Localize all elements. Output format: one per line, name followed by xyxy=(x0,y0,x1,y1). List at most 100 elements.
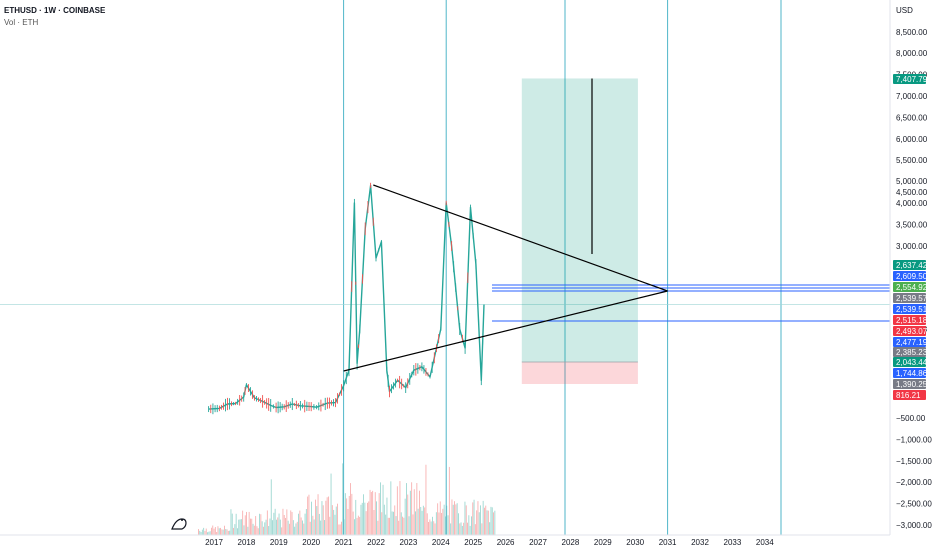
volume-bar xyxy=(399,481,401,535)
volume-bar xyxy=(335,506,337,535)
svg-text:7,407.79: 7,407.79 xyxy=(896,75,928,84)
volume-bar xyxy=(472,502,474,535)
volume-bar xyxy=(376,501,377,535)
volume-bar xyxy=(247,526,249,535)
volume-bar xyxy=(285,517,286,535)
volume-bar xyxy=(312,515,314,535)
time-axis-labels: 2017 2018 2019 2020 2021 2022 2023 2024 2025 2026… xyxy=(205,538,774,547)
volume-bar xyxy=(212,525,214,535)
volume-bar xyxy=(425,464,427,535)
volume-bar xyxy=(367,502,368,535)
volume-bar xyxy=(377,520,379,535)
volume-bar xyxy=(234,524,236,535)
volume-bar xyxy=(322,505,324,535)
time-label: 2030 xyxy=(626,538,644,547)
volume-bar xyxy=(222,529,224,535)
volume-bar xyxy=(320,520,322,535)
volume-bar xyxy=(273,512,275,535)
volume-bar xyxy=(252,523,254,535)
currency-unit[interactable]: USD xyxy=(896,6,913,15)
volume-bar xyxy=(274,508,276,535)
volume-bar xyxy=(381,512,383,535)
price-tick-label: 5,500.00 xyxy=(896,156,928,165)
volume-bar xyxy=(279,519,281,535)
price-badge: 2,637.42 xyxy=(893,260,928,270)
volume-bars xyxy=(198,463,496,535)
volume-bar xyxy=(341,521,342,535)
volume-bar xyxy=(484,507,485,535)
volume-bar xyxy=(424,507,426,535)
volume-bar xyxy=(435,512,437,535)
volume-bar xyxy=(313,519,315,535)
volume-bar xyxy=(259,513,260,535)
price-tick-label: 3,000.00 xyxy=(896,242,928,251)
volume-bar xyxy=(460,522,462,535)
price-series xyxy=(208,182,485,415)
volume-bar xyxy=(465,505,467,535)
volume-bar xyxy=(428,521,429,535)
volume-bar xyxy=(287,520,289,535)
volume-bar xyxy=(311,501,312,535)
price-tick-label: 3,500.00 xyxy=(896,221,928,230)
volume-bar xyxy=(443,504,445,535)
time-label: 2018 xyxy=(238,538,256,547)
svg-text:2,515.18: 2,515.18 xyxy=(896,316,928,325)
triangle-lower-trendline[interactable] xyxy=(343,290,668,372)
volume-bar xyxy=(446,505,448,535)
volume-bar xyxy=(370,492,372,535)
price-tick-label: −1,500.00 xyxy=(896,457,932,466)
volume-bar xyxy=(344,493,346,535)
volume-bar xyxy=(447,515,449,535)
volume-bar xyxy=(229,530,231,535)
volume-bar xyxy=(374,492,376,535)
volume-bar xyxy=(291,511,293,535)
svg-text:2,554.92: 2,554.92 xyxy=(896,283,928,292)
volume-bar xyxy=(448,466,450,535)
volume-bar xyxy=(467,522,468,535)
volume-bar xyxy=(225,529,227,535)
volume-bar xyxy=(294,526,296,535)
time-label: 2019 xyxy=(270,538,288,547)
volume-bar xyxy=(438,512,440,535)
volume-bar xyxy=(394,505,396,535)
volume-bar xyxy=(487,510,489,535)
volume-bar xyxy=(385,514,387,535)
volume-bar xyxy=(481,523,483,535)
volume-bar xyxy=(395,516,397,535)
volume-bar xyxy=(390,481,392,535)
volume-bar xyxy=(398,520,400,535)
volume-bar xyxy=(299,510,301,535)
time-label: 2021 xyxy=(335,538,353,547)
symbol-title: ETHUSD · 1W · COINBASE xyxy=(4,6,106,15)
volume-bar xyxy=(456,503,458,535)
volume-bar xyxy=(242,510,244,535)
stop-zone[interactable] xyxy=(521,361,638,384)
volume-bar xyxy=(347,508,349,535)
volume-bar xyxy=(489,522,491,535)
profit-zone[interactable] xyxy=(521,78,638,362)
volume-bar xyxy=(337,503,338,535)
volume-bar xyxy=(282,508,284,535)
volume-bar xyxy=(208,531,210,535)
volume-bar xyxy=(391,511,393,535)
volume-bar xyxy=(264,522,266,535)
volume-bar xyxy=(318,513,320,535)
volume-bar xyxy=(464,501,466,535)
volume-bar xyxy=(421,510,423,535)
volume-bar xyxy=(216,532,218,535)
svg-text:2,493.07: 2,493.07 xyxy=(896,327,928,336)
price-tick-label: 4,500.00 xyxy=(896,188,928,197)
volume-bar xyxy=(298,513,299,535)
triangle-upper-trendline[interactable] xyxy=(373,184,668,292)
volume-bar xyxy=(325,500,327,535)
volume-bar xyxy=(473,499,475,535)
price-tick-label: 8,500.00 xyxy=(896,28,928,37)
volume-bar xyxy=(393,511,394,535)
volume-bar xyxy=(324,520,325,535)
volume-bar xyxy=(445,516,446,535)
volume-bar xyxy=(432,516,433,535)
time-label: 2027 xyxy=(529,538,547,547)
time-label: 2022 xyxy=(367,538,385,547)
volume-bar xyxy=(289,523,290,535)
